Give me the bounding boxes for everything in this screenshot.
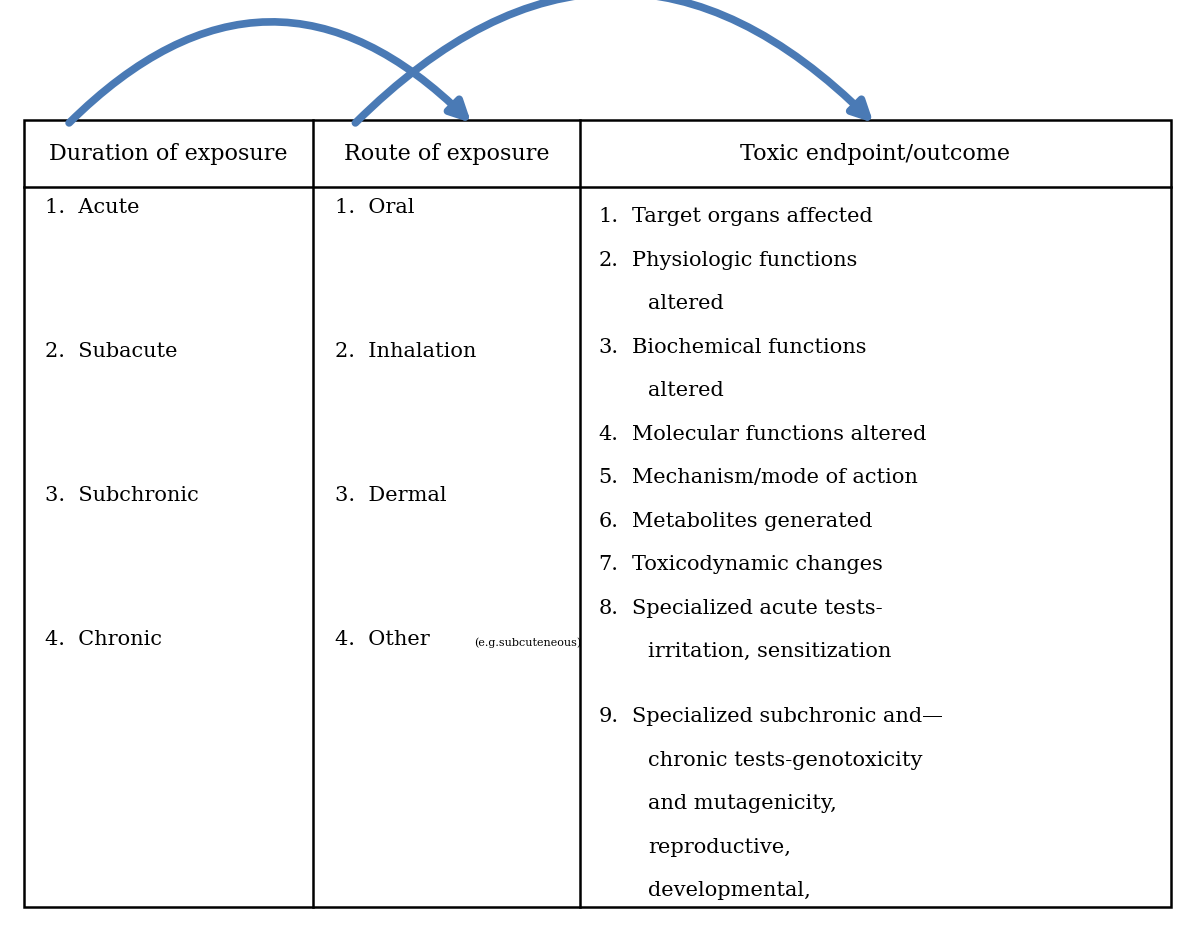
Text: Mechanism/mode of action: Mechanism/mode of action	[632, 468, 918, 487]
Text: Specialized acute tests-: Specialized acute tests-	[632, 598, 883, 618]
Text: 3.: 3.	[599, 338, 619, 357]
Text: 4.  Chronic: 4. Chronic	[45, 630, 162, 648]
Text: 4.  Other: 4. Other	[335, 630, 429, 648]
Text: altered: altered	[648, 294, 724, 314]
Bar	[24, 120, 1171, 906]
Text: altered: altered	[648, 381, 724, 401]
Text: Physiologic functions: Physiologic functions	[632, 251, 858, 270]
Text: 2.  Subacute: 2. Subacute	[45, 342, 177, 361]
Text: 7.: 7.	[599, 555, 619, 574]
Text: 5.: 5.	[599, 468, 619, 487]
Text: 8.: 8.	[599, 598, 619, 618]
Text: Molecular functions altered: Molecular functions altered	[632, 425, 926, 444]
Text: Route of exposure: Route of exposure	[344, 142, 549, 165]
Text: 1.: 1.	[599, 207, 619, 227]
Text: 1.  Oral: 1. Oral	[335, 198, 414, 217]
Text: (e.g.subcuteneous): (e.g.subcuteneous)	[474, 637, 582, 647]
Text: 3.  Dermal: 3. Dermal	[335, 486, 446, 505]
Text: developmental,: developmental,	[648, 882, 812, 900]
Text: Specialized subchronic and—: Specialized subchronic and—	[632, 708, 943, 726]
Text: Duration of exposure: Duration of exposure	[50, 142, 287, 165]
Text: Metabolites generated: Metabolites generated	[632, 512, 872, 531]
Text: Toxicodynamic changes: Toxicodynamic changes	[632, 555, 883, 574]
Text: reproductive,: reproductive,	[648, 838, 791, 857]
Text: Toxic endpoint/outcome: Toxic endpoint/outcome	[741, 142, 1010, 165]
Text: Biochemical functions: Biochemical functions	[632, 338, 866, 357]
Text: 3.  Subchronic: 3. Subchronic	[45, 486, 199, 505]
Text: and mutagenicity,: and mutagenicity,	[648, 795, 838, 813]
Text: chronic tests-genotoxicity: chronic tests-genotoxicity	[648, 751, 923, 770]
Text: 1.  Acute: 1. Acute	[45, 198, 140, 217]
Text: irritation, sensitization: irritation, sensitization	[648, 642, 892, 661]
Text: 2.  Inhalation: 2. Inhalation	[335, 342, 477, 361]
Text: 4.: 4.	[599, 425, 619, 444]
Text: 6.: 6.	[599, 512, 619, 531]
Text: 2.: 2.	[599, 251, 619, 270]
Text: 9.: 9.	[599, 708, 619, 726]
Text: Target organs affected: Target organs affected	[632, 207, 873, 227]
